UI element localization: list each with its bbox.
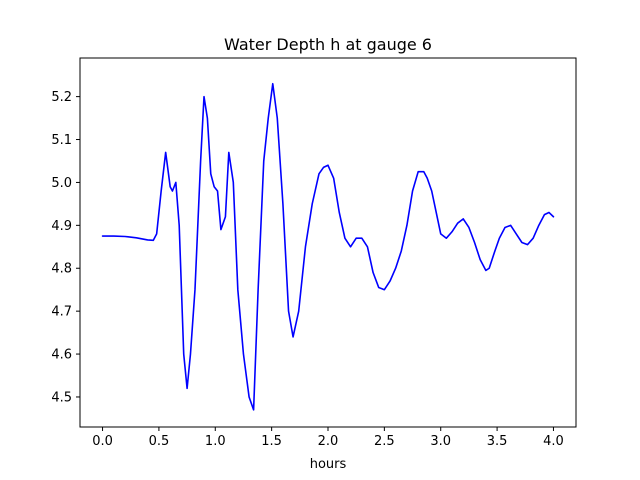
x-tick-label: 0.5 xyxy=(149,434,170,449)
x-tick-label: 1.5 xyxy=(261,434,282,449)
plot-area xyxy=(79,57,577,428)
y-tick-label: 5.1 xyxy=(51,133,72,148)
x-tick-label: 3.5 xyxy=(487,434,508,449)
x-tick-label: 2.5 xyxy=(374,434,395,449)
x-axis-label: hours xyxy=(310,457,347,472)
y-tick-label: 5.0 xyxy=(51,176,72,191)
plot-frame xyxy=(79,57,577,428)
series-line-0 xyxy=(101,82,555,411)
y-tick-label: 4.7 xyxy=(51,305,72,320)
x-tick-label: 1.0 xyxy=(205,434,226,449)
y-tick-label: 4.8 xyxy=(51,262,72,277)
y-tick-label: 4.9 xyxy=(51,219,72,234)
x-axis: 0.0 0.5 1.0 1.5 2.0 2.5 3.0 3.5 4.0 xyxy=(92,427,564,449)
y-tick-label: 5.2 xyxy=(51,90,72,105)
y-tick-label: 4.5 xyxy=(51,390,72,405)
x-tick-label: 3.0 xyxy=(430,434,451,449)
y-axis: 4.5 4.6 4.7 4.8 4.9 5.0 5.1 5.2 xyxy=(51,90,80,405)
y-tick-label: 4.6 xyxy=(51,348,72,363)
chart-title: Water Depth h at gauge 6 xyxy=(224,35,432,54)
x-tick-label: 0.0 xyxy=(92,434,113,449)
x-tick-label: 2.0 xyxy=(318,434,339,449)
x-tick-label: 4.0 xyxy=(543,434,564,449)
